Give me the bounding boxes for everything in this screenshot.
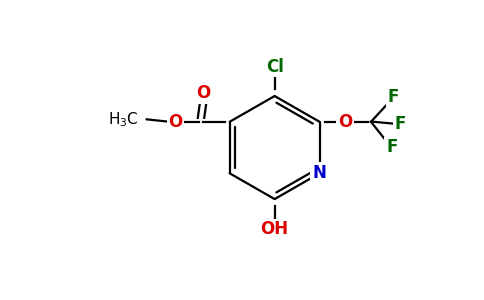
Text: H$_3$C: H$_3$C — [107, 110, 138, 129]
Text: O: O — [168, 113, 182, 131]
Text: N: N — [313, 164, 327, 182]
Text: Cl: Cl — [266, 58, 284, 76]
Text: F: F — [386, 138, 397, 156]
Text: OH: OH — [260, 220, 288, 238]
Text: O: O — [197, 84, 211, 102]
Text: F: F — [388, 88, 399, 106]
Text: F: F — [395, 115, 406, 133]
Text: O: O — [338, 113, 352, 131]
